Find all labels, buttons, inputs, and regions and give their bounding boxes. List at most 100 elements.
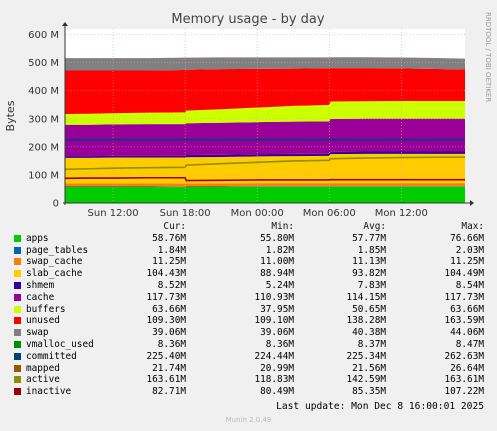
- legend-max-value: 117.73M: [444, 291, 484, 303]
- legend-label: swap: [26, 327, 49, 339]
- legend-row-swap-cache: swap_cache 11.25M 11.00M 11.13M 11.25M: [0, 256, 497, 268]
- legend-avg-value: 1.85M: [357, 244, 386, 256]
- y-tick-label: 300 M: [28, 114, 59, 125]
- legend-swatch: [14, 305, 21, 313]
- legend-cur-value: 225.40M: [146, 350, 186, 362]
- legend-row-inactive: inactive 82.71M 80.49M 85.35M 107.22M: [0, 386, 497, 398]
- legend-swatch: [14, 246, 21, 254]
- x-tick-label: Sun 12:00: [88, 208, 139, 219]
- legend-max-value: 163.59M: [444, 315, 484, 327]
- area-unused: [65, 68, 465, 115]
- legend-row-apps: apps 58.76M 55.80M 57.77M 76.66M: [0, 233, 497, 245]
- legend-avg-value: 85.35M: [352, 386, 386, 398]
- legend-row-cache: cache 117.73M 110.93M 114.15M 117.73M: [0, 292, 497, 304]
- x-tick-label: Mon 00:00: [231, 208, 284, 219]
- legend-max-value: 76.66M: [450, 232, 484, 244]
- legend-avg-value: 40.38M: [352, 327, 386, 339]
- legend-max-value: 104.49M: [444, 268, 484, 280]
- area-swap-cache: [65, 183, 465, 187]
- legend-min-value: 55.80M: [260, 232, 294, 244]
- area-apps: [65, 186, 465, 203]
- legend-avg-value: 7.83M: [357, 279, 386, 291]
- legend-row-unused: unused 109.30M 109.10M 138.28M 163.59M: [0, 315, 497, 327]
- legend-row-swap: swap 39.06M 39.06M 40.38M 44.06M: [0, 327, 497, 339]
- legend-swatch: [14, 340, 21, 348]
- line-series: [64, 139, 465, 182]
- legend-cur-value: 104.43M: [146, 268, 186, 280]
- x-tick-label: Sun 18:00: [160, 208, 211, 219]
- legend-header: Cur: Min: Avg: Max:: [0, 221, 497, 233]
- legend-label: page_tables: [26, 244, 89, 256]
- y-axis-arrow: [62, 22, 68, 26]
- legend-cur-value: 8.36M: [157, 338, 186, 350]
- y-axis-label: Bytes: [4, 100, 17, 131]
- legend-label: apps: [26, 232, 49, 244]
- legend-row-active: active 163.61M 118.83M 142.59M 163.61M: [0, 374, 497, 386]
- y-ticks: 0 100 M 200 M 300 M 400 M 500 M 600 M: [28, 30, 59, 209]
- legend-cur-value: 82.71M: [152, 386, 186, 398]
- legend-swatch: [14, 281, 21, 289]
- x-tick-label: Mon 06:00: [303, 208, 356, 219]
- grid: [65, 29, 465, 203]
- legend-avg-value: 57.77M: [352, 232, 386, 244]
- legend-avg-value: 11.13M: [352, 256, 386, 268]
- legend-row-mapped: mapped 21.74M 20.99M 21.56M 26.64M: [0, 363, 497, 375]
- legend-avg-value: 142.59M: [346, 374, 386, 386]
- legend-label: committed: [26, 350, 77, 362]
- legend-swatch: [14, 293, 21, 301]
- legend-cur-value: 21.74M: [152, 362, 186, 374]
- legend-cur-value: 8.52M: [157, 279, 186, 291]
- legend-label: buffers: [26, 303, 66, 315]
- legend-label: cache: [26, 291, 55, 303]
- x-ticks: Sun 12:00 Sun 18:00 Mon 00:00 Mon 06:00 Mon …: [88, 208, 428, 219]
- legend-min-value: 224.44M: [254, 350, 294, 362]
- legend-max-value: 163.61M: [444, 374, 484, 386]
- legend-swatch: [14, 270, 21, 278]
- legend-swatch: [14, 376, 21, 384]
- legend-min-value: 37.95M: [260, 303, 294, 315]
- legend-label: mapped: [26, 362, 60, 374]
- legend-max-value: 44.06M: [450, 327, 484, 339]
- legend-min-value: 80.49M: [260, 386, 294, 398]
- legend-max-value: 26.64M: [450, 362, 484, 374]
- legend-max-value: 8.54M: [455, 279, 484, 291]
- legend-min-value: 109.10M: [254, 315, 294, 327]
- legend-max-value: 262.63M: [444, 350, 484, 362]
- legend-avg-value: 8.37M: [357, 338, 386, 350]
- legend-label: vmalloc_used: [26, 338, 94, 350]
- legend-label: slab_cache: [26, 268, 83, 280]
- legend-avg-value: 114.15M: [346, 291, 386, 303]
- legend-label: unused: [26, 315, 60, 327]
- legend-rows: apps 58.76M 55.80M 57.77M 76.66M page_tables 1…: [0, 233, 497, 398]
- legend-avg-value: 225.34M: [346, 350, 386, 362]
- chart-title: Memory usage - by day: [171, 12, 324, 27]
- area-swap: [65, 57, 465, 71]
- legend-min-value: 39.06M: [260, 327, 294, 339]
- legend-cur-value: 58.76M: [152, 232, 186, 244]
- legend-max-value: 107.22M: [444, 386, 484, 398]
- legend-min-value: 1.82M: [265, 244, 294, 256]
- legend-cur-value: 63.66M: [152, 303, 186, 315]
- x-axis-arrow: [470, 200, 474, 206]
- legend-swatch: [14, 364, 21, 372]
- header-min: Min:: [271, 221, 294, 232]
- memory-chart: Memory usage - by day Bytes RRDTOOL / TO…: [4, 12, 492, 219]
- legend-min-value: 118.83M: [254, 374, 294, 386]
- area-slab-cache: [65, 153, 465, 184]
- area-page-tables: [65, 186, 465, 188]
- legend-avg-value: 21.56M: [352, 362, 386, 374]
- legend-row-buffers: buffers 63.66M 37.95M 50.65M 63.66M: [0, 304, 497, 316]
- header-max: Max:: [461, 221, 484, 232]
- y-tick-label: 100 M: [28, 170, 59, 181]
- legend-min-value: 11.00M: [260, 256, 294, 268]
- legend-row-shmem: shmem 8.52M 5.24M 7.83M 8.54M: [0, 280, 497, 292]
- legend-max-value: 63.66M: [450, 303, 484, 315]
- legend-min-value: 5.24M: [265, 279, 294, 291]
- y-tick-label: 600 M: [28, 30, 59, 41]
- legend-cur-value: 109.30M: [146, 315, 186, 327]
- legend-min-value: 88.94M: [260, 268, 294, 280]
- legend-avg-value: 138.28M: [346, 315, 386, 327]
- legend-max-value: 11.25M: [450, 256, 484, 268]
- legend-min-value: 110.93M: [254, 291, 294, 303]
- y-tick-label: 0: [53, 199, 59, 210]
